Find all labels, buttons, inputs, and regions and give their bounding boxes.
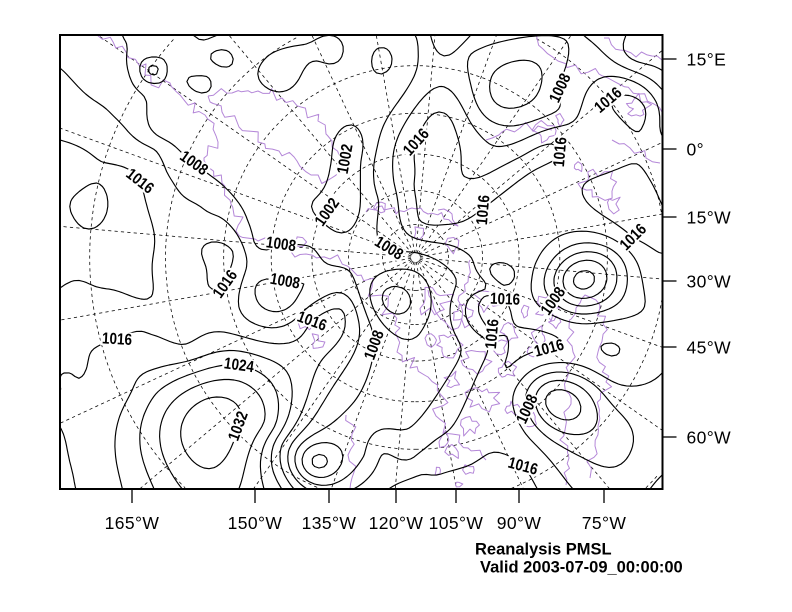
svg-text:105°W: 105°W [429, 513, 484, 533]
svg-text:1008: 1008 [265, 234, 297, 255]
svg-text:1002: 1002 [335, 143, 357, 176]
svg-text:15°E: 15°E [687, 50, 727, 70]
svg-text:1016: 1016 [551, 136, 571, 167]
svg-text:150°W: 150°W [228, 513, 283, 533]
svg-text:0°: 0° [687, 140, 705, 160]
svg-text:75°W: 75°W [582, 513, 627, 533]
svg-text:1016: 1016 [483, 318, 503, 349]
svg-text:165°W: 165°W [105, 513, 160, 533]
svg-text:60°W: 60°W [687, 428, 732, 448]
svg-text:1032: 1032 [226, 409, 252, 443]
svg-text:30°W: 30°W [687, 272, 732, 292]
svg-text:45°W: 45°W [687, 338, 732, 358]
svg-text:120°W: 120°W [369, 513, 424, 533]
svg-text:1016: 1016 [474, 194, 494, 225]
svg-text:1008: 1008 [269, 271, 302, 293]
svg-text:1008: 1008 [362, 328, 388, 362]
svg-text:90°W: 90°W [497, 513, 542, 533]
svg-text:135°W: 135°W [302, 513, 357, 533]
svg-text:Valid 2003-07-09_00:00:00: Valid 2003-07-09_00:00:00 [480, 559, 683, 577]
svg-text:1016: 1016 [490, 291, 521, 309]
svg-text:1016: 1016 [102, 330, 133, 349]
svg-text:1016: 1016 [532, 337, 565, 361]
svg-text:Reanalysis PMSL: Reanalysis PMSL [475, 541, 612, 559]
svg-text:1024: 1024 [223, 355, 255, 376]
svg-text:15°W: 15°W [687, 208, 732, 228]
svg-text:1016: 1016 [506, 455, 539, 479]
